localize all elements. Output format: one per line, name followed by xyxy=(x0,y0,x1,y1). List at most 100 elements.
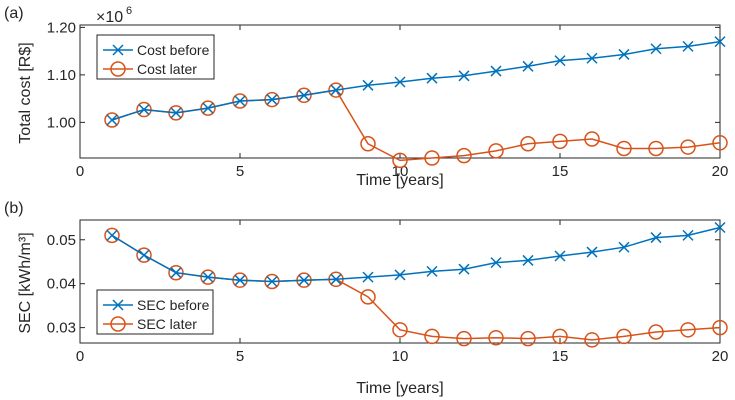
series-line-cost-later xyxy=(111,89,721,162)
x-tick-label-b: 20 xyxy=(712,348,729,365)
data-point-cost-later xyxy=(136,101,152,118)
exponent-label-a: ×10 xyxy=(96,9,123,26)
data-point-cost-before xyxy=(458,70,470,82)
series-line-sec-before xyxy=(111,226,721,283)
data-point-cost-before xyxy=(330,84,342,96)
data-point-sec-later xyxy=(680,322,696,338)
data-point-cost-later xyxy=(520,136,536,152)
data-point-sec-later xyxy=(712,319,728,336)
data-point-sec-before xyxy=(618,241,630,253)
data-point-sec-before xyxy=(170,267,182,279)
data-point-cost-before xyxy=(682,40,694,52)
data-point-sec-later xyxy=(168,264,184,281)
data-point-cost-later xyxy=(104,112,120,128)
data-point-sec-before xyxy=(138,249,150,261)
data-point-cost-later xyxy=(456,147,472,164)
data-point-cost-later xyxy=(392,152,408,169)
data-point-cost-later xyxy=(424,150,440,166)
data-point-cost-before xyxy=(426,72,438,84)
y-tick-label-b: 0.05 xyxy=(47,232,76,249)
y-tick-label-a: 1.00 xyxy=(47,114,76,131)
data-point-sec-before xyxy=(330,273,342,285)
data-point-sec-later xyxy=(392,322,408,338)
ticks-a: 0 5 10 15 20 1.00 1.10 1.20 xyxy=(47,19,729,180)
x-tick-label-a: 0 xyxy=(76,163,84,180)
data-point-cost-later xyxy=(200,100,216,116)
legend-marker-x-a xyxy=(112,44,124,56)
x-tick-label-b: 15 xyxy=(552,348,569,365)
data-point-sec-before xyxy=(426,265,438,277)
legend-label-sec-before: SEC before xyxy=(137,297,210,313)
data-point-cost-before xyxy=(618,48,630,60)
y-tick-label-b: 0.04 xyxy=(47,276,76,293)
data-point-sec-later xyxy=(360,289,376,305)
legend-entry-sec-later: SEC later xyxy=(103,316,197,332)
data-point-cost-before xyxy=(554,55,566,67)
data-point-cost-before xyxy=(362,79,374,91)
data-point-cost-before xyxy=(234,95,246,107)
legend-label-sec-later: SEC later xyxy=(137,316,197,332)
data-point-sec-later xyxy=(104,227,120,244)
data-point-sec-before xyxy=(362,271,374,283)
series-a xyxy=(104,36,728,169)
data-point-cost-before xyxy=(650,43,662,55)
x-axis-label-a: Time [years] xyxy=(356,172,443,189)
data-point-cost-before xyxy=(586,52,598,64)
data-point-cost-later xyxy=(552,133,568,150)
y-tick-label-a: 1.20 xyxy=(47,19,76,36)
data-point-sec-before xyxy=(298,274,310,286)
x-tick-label-a: 10 xyxy=(392,163,409,180)
chart-panel-a: (a) ×10 6 Total cost [R$] Time [years] 0… xyxy=(4,5,728,189)
data-point-cost-later xyxy=(296,87,312,104)
x-tick-label-a: 15 xyxy=(552,163,569,180)
panel-label-b: (b) xyxy=(4,200,24,217)
data-point-cost-before xyxy=(170,107,182,119)
legend-marker-x-b xyxy=(112,299,124,311)
ticks-b: 0 5 10 15 20 0.03 0.04 0.05 xyxy=(47,220,729,365)
x-axis-label-b: Time [years] xyxy=(356,380,443,397)
data-point-cost-later xyxy=(488,143,504,159)
data-point-cost-later xyxy=(360,136,376,152)
panel-label-a: (a) xyxy=(4,5,24,22)
data-point-cost-later xyxy=(680,139,696,155)
data-point-sec-before xyxy=(682,229,694,241)
legend-a: Cost before Cost later xyxy=(96,34,215,80)
data-point-cost-before xyxy=(490,65,502,77)
data-point-sec-later xyxy=(488,329,504,346)
data-point-cost-later xyxy=(712,135,728,151)
data-point-sec-before xyxy=(522,254,534,266)
data-point-sec-later xyxy=(520,330,536,347)
series-line-cost-before xyxy=(111,40,721,121)
x-tick-label-b: 10 xyxy=(392,348,409,365)
legend-label-cost-later: Cost later xyxy=(137,61,197,77)
y-axis-label-b: SEC [kWh/m³] xyxy=(17,232,34,333)
data-point-cost-later xyxy=(616,140,632,157)
chart-panel-b: (b) SEC [kWh/m³] Time [years] 0 5 10 15 20 0.… xyxy=(4,200,728,397)
data-point-sec-before xyxy=(394,269,406,281)
x-tick-label-b: 0 xyxy=(76,348,84,365)
data-point-sec-before xyxy=(554,250,566,262)
data-point-sec-before xyxy=(714,221,726,233)
data-point-sec-before xyxy=(586,246,598,258)
data-point-cost-before xyxy=(298,89,310,101)
legend-entry-cost-later: Cost later xyxy=(103,61,197,77)
legend-entry-cost-before: Cost before xyxy=(103,42,210,58)
data-point-cost-later xyxy=(648,140,664,157)
data-point-cost-before xyxy=(714,36,726,48)
data-point-cost-later xyxy=(584,131,600,147)
data-point-cost-before xyxy=(138,104,150,116)
series-b xyxy=(104,221,728,348)
y-axis-label-a: Total cost [R$] xyxy=(17,42,34,143)
legend-marker-o-b xyxy=(110,316,126,332)
legend-box-b xyxy=(96,289,214,335)
data-point-sec-later xyxy=(584,332,600,348)
legend-entry-sec-before: SEC before xyxy=(103,297,210,313)
data-point-cost-before xyxy=(522,60,534,72)
data-point-sec-later xyxy=(648,324,664,340)
data-point-sec-before xyxy=(106,229,118,241)
legend-marker-o-a xyxy=(110,61,126,77)
x-tick-label-a: 20 xyxy=(712,163,729,180)
data-point-sec-later xyxy=(424,328,440,345)
data-point-sec-before xyxy=(650,232,662,244)
